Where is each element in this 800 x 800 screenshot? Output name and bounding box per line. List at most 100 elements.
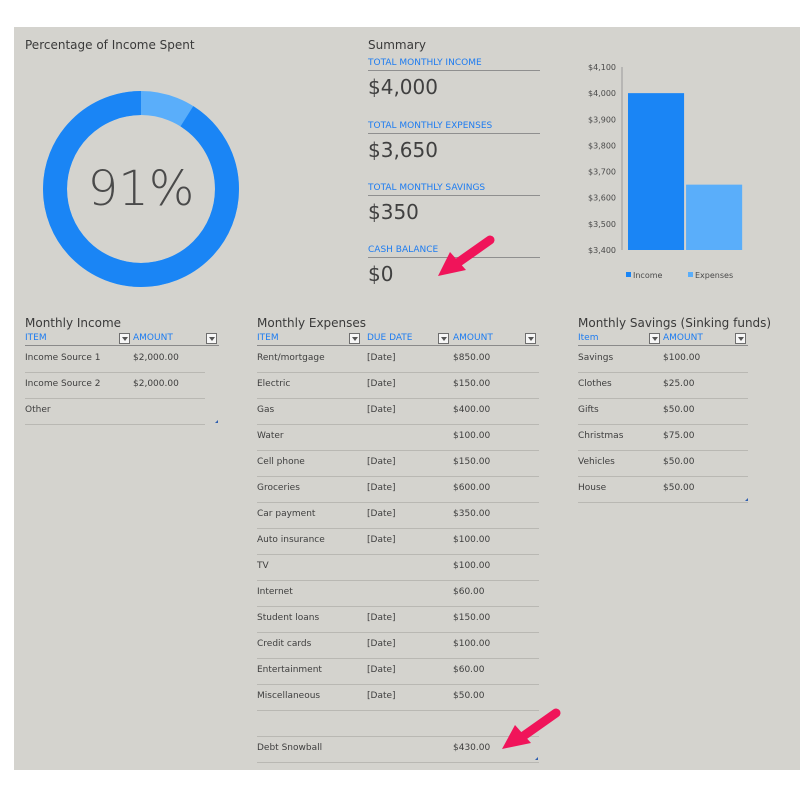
table-cell[interactable]: [Date] xyxy=(367,613,396,623)
table-cell[interactable]: $100.00 xyxy=(453,561,491,571)
table-cell[interactable]: Credit cards xyxy=(257,639,312,649)
table-row-divider xyxy=(257,762,539,763)
table-cell[interactable]: Gas xyxy=(257,405,275,415)
table-row-divider xyxy=(257,632,539,633)
table-cell[interactable]: [Date] xyxy=(367,509,396,519)
table-cell[interactable]: [Date] xyxy=(367,353,396,363)
filter-dropdown-icon[interactable] xyxy=(119,333,130,344)
table-cell[interactable]: $100.00 xyxy=(453,639,491,649)
table-cell[interactable]: $50.00 xyxy=(663,405,695,415)
table-cell[interactable]: [Date] xyxy=(367,457,396,467)
table-row-divider xyxy=(25,372,205,373)
table-cell[interactable]: $850.00 xyxy=(453,353,491,363)
table-row-divider xyxy=(257,658,539,659)
table-cell[interactable]: [Date] xyxy=(367,691,396,701)
table-cell[interactable]: Clothes xyxy=(578,379,612,389)
table-resize-handle-icon[interactable] xyxy=(535,757,538,760)
income-header-amount: AMOUNT xyxy=(133,333,173,343)
table-cell[interactable]: Vehicles xyxy=(578,457,615,467)
table-cell[interactable]: Income Source 2 xyxy=(25,379,101,389)
filter-dropdown-icon[interactable] xyxy=(649,333,660,344)
expenses-header-due-date: DUE DATE xyxy=(367,333,413,343)
filter-dropdown-icon[interactable] xyxy=(349,333,360,344)
table-cell[interactable]: $150.00 xyxy=(453,613,491,623)
table-cell[interactable]: Savings xyxy=(578,353,614,363)
table-cell[interactable]: $400.00 xyxy=(453,405,491,415)
table-cell[interactable]: [Date] xyxy=(367,535,396,545)
table-row-divider xyxy=(257,476,539,477)
table-cell[interactable]: $600.00 xyxy=(453,483,491,493)
table-cell[interactable]: $100.00 xyxy=(663,353,701,363)
table-cell[interactable]: House xyxy=(578,483,607,493)
table-cell[interactable]: Miscellaneous xyxy=(257,691,321,701)
table-cell[interactable]: $350.00 xyxy=(453,509,491,519)
table-cell[interactable]: Groceries xyxy=(257,483,300,493)
table-cell[interactable]: Student loans xyxy=(257,613,320,623)
table-cell[interactable]: $60.00 xyxy=(453,587,485,597)
table-resize-handle-icon[interactable] xyxy=(745,498,748,501)
table-cell[interactable]: $100.00 xyxy=(453,431,491,441)
table-cell[interactable]: Gifts xyxy=(578,405,599,415)
expenses-header-item: ITEM xyxy=(257,333,279,343)
filter-dropdown-icon[interactable] xyxy=(206,333,217,344)
table-cell[interactable]: Income Source 1 xyxy=(25,353,101,363)
table-row-divider xyxy=(578,476,748,477)
table-header-line xyxy=(25,345,219,346)
table-cell[interactable]: [Date] xyxy=(367,379,396,389)
donut-percent-label: 91% xyxy=(87,161,195,217)
chart-y-tick-label: $3,400 xyxy=(588,246,616,255)
table-cell[interactable]: Rent/mortgage xyxy=(257,353,325,363)
table-row-divider xyxy=(257,710,539,711)
table-row-divider xyxy=(257,606,539,607)
savings-header-amount: AMOUNT xyxy=(663,333,703,343)
chart-y-tick-label: $3,700 xyxy=(588,168,616,177)
chart-bar-expenses xyxy=(686,184,743,250)
table-cell[interactable]: $2,000.00 xyxy=(133,353,179,363)
table-cell[interactable]: $2,000.00 xyxy=(133,379,179,389)
table-cell[interactable]: TV xyxy=(257,561,269,571)
table-cell[interactable]: $100.00 xyxy=(453,535,491,545)
table-cell[interactable]: $150.00 xyxy=(453,457,491,467)
table-row-divider xyxy=(578,450,748,451)
table-cell[interactable]: Other xyxy=(25,405,51,415)
summary-value-income: $4,000 xyxy=(368,75,438,99)
table-cell[interactable]: $50.00 xyxy=(663,457,695,467)
table-row-divider xyxy=(257,398,539,399)
legend-label: Income xyxy=(633,271,663,280)
table-cell[interactable]: $150.00 xyxy=(453,379,491,389)
table-cell[interactable]: [Date] xyxy=(367,483,396,493)
table-cell[interactable]: Debt Snowball xyxy=(257,743,323,753)
table-cell[interactable]: $50.00 xyxy=(663,483,695,493)
table-cell[interactable]: $430.00 xyxy=(453,743,491,753)
annotation-arrow-icon xyxy=(502,708,561,749)
table-cell[interactable]: Internet xyxy=(257,587,293,597)
table-header-line xyxy=(257,345,539,346)
table-cell[interactable]: $60.00 xyxy=(453,665,485,675)
chart-y-tick-label: $3,900 xyxy=(588,115,616,124)
summary-divider xyxy=(368,70,540,71)
chart-y-tick-label: $3,800 xyxy=(588,141,616,150)
table-cell[interactable]: $25.00 xyxy=(663,379,695,389)
income-spent-donut xyxy=(43,91,239,287)
table-cell[interactable]: [Date] xyxy=(367,665,396,675)
table-cell[interactable]: Entertainment xyxy=(257,665,322,675)
table-cell[interactable]: $75.00 xyxy=(663,431,695,441)
table-cell[interactable]: $50.00 xyxy=(453,691,485,701)
table-cell[interactable]: Electric xyxy=(257,379,291,389)
table-cell[interactable]: [Date] xyxy=(367,639,396,649)
table-cell[interactable]: [Date] xyxy=(367,405,396,415)
table-row-divider xyxy=(257,554,539,555)
table-cell[interactable]: Christmas xyxy=(578,431,624,441)
table-resize-handle-icon[interactable] xyxy=(215,420,218,423)
filter-dropdown-icon[interactable] xyxy=(525,333,536,344)
table-cell[interactable]: Cell phone xyxy=(257,457,305,467)
chart-y-tick-label: $4,100 xyxy=(588,63,616,72)
table-cell[interactable]: Auto insurance xyxy=(257,535,325,545)
legend-swatch xyxy=(688,272,693,277)
table-row-divider xyxy=(578,502,748,503)
filter-dropdown-icon[interactable] xyxy=(438,333,449,344)
table-row-divider xyxy=(257,528,539,529)
table-cell[interactable]: Car payment xyxy=(257,509,316,519)
filter-dropdown-icon[interactable] xyxy=(735,333,746,344)
table-cell[interactable]: Water xyxy=(257,431,284,441)
